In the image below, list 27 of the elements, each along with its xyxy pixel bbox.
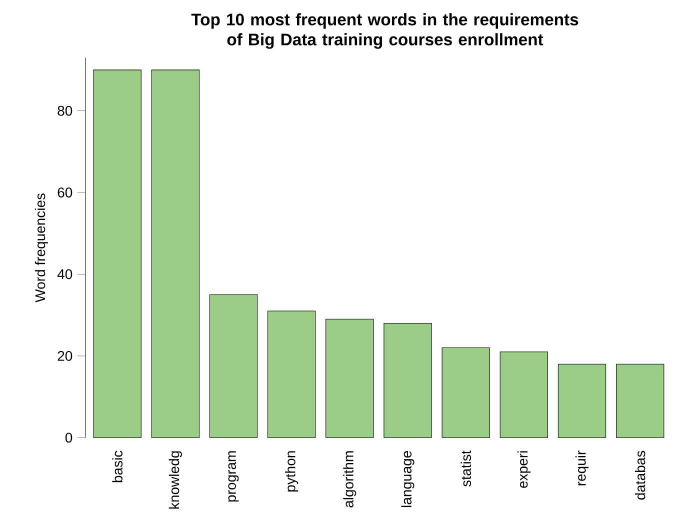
x-tick-label: statist xyxy=(460,450,471,487)
bar xyxy=(616,364,664,438)
bar xyxy=(384,322,432,438)
bar xyxy=(558,364,606,438)
bar xyxy=(209,294,258,438)
x-tick-label: knowledg xyxy=(168,451,182,509)
x-tick-label: databas xyxy=(634,450,646,500)
bar xyxy=(500,352,548,438)
y-tick-label: 60 xyxy=(58,188,72,198)
x-tick-label: program xyxy=(228,451,239,502)
bar xyxy=(268,310,316,438)
y-tick-label: 20 xyxy=(58,350,72,361)
x-tick-label: language xyxy=(401,451,414,508)
bar xyxy=(326,318,374,438)
y-axis-title: Word frequencies xyxy=(34,193,48,302)
bar xyxy=(151,70,200,438)
x-tick-label: algorithm xyxy=(343,451,356,508)
x-tick-label: requir xyxy=(575,450,589,486)
y-tick-label: 0 xyxy=(65,432,72,443)
x-tick-label: experi xyxy=(517,451,530,488)
y-tick-label: 40 xyxy=(57,269,72,280)
bar xyxy=(93,70,142,438)
y-tick-label: 80 xyxy=(58,106,72,116)
chart-title: Top 10 most frequent words in the requirements of Big Data training courses enrollment xyxy=(191,13,578,49)
x-tick-label: basic xyxy=(112,450,122,482)
x-tick-label: python xyxy=(285,451,298,492)
bar xyxy=(442,347,490,438)
